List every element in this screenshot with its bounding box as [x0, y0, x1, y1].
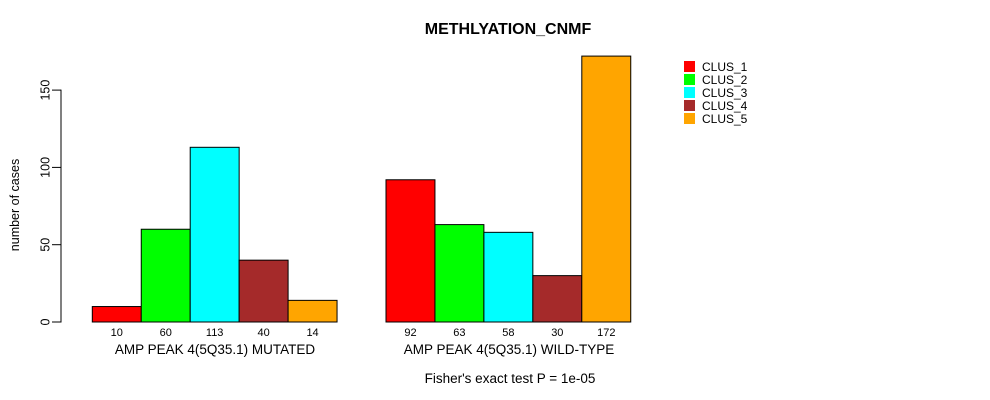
bar-clus_4-group1: [238, 259, 289, 323]
legend-label: CLUS_2: [702, 72, 748, 87]
y-axis-tick-label: 50: [38, 238, 52, 252]
legend-label: CLUS_1: [702, 59, 748, 74]
legend-item-clus_3: CLUS_3: [684, 85, 748, 100]
bar-value-label: 14: [306, 327, 318, 339]
group-label-wild-type: AMP PEAK 4(5Q35.1) WILD-TYPE: [403, 342, 615, 357]
bar-value-label: 172: [597, 327, 615, 339]
legend: CLUS_1 CLUS_2 CLUS_3 CLUS_4 CLUS_5: [684, 59, 748, 126]
bar-value-label: 40: [258, 327, 270, 339]
bar-value-label: 60: [160, 327, 172, 339]
bar-clus_3-group1: [189, 146, 240, 323]
legend-swatch: [684, 61, 695, 72]
bar-clus_5-group2: [581, 55, 632, 323]
fisher-test-note: Fisher's exact test P = 1e-05: [424, 371, 596, 386]
group-label-mutated: AMP PEAK 4(5Q35.1) MUTATED: [114, 342, 316, 357]
legend-item-clus_1: CLUS_1: [684, 59, 748, 74]
bar-clus_5-group1: [287, 299, 338, 323]
legend-label: CLUS_4: [702, 98, 748, 113]
bar-clus_3-group2: [483, 231, 534, 323]
bar-clus_1-group1: [91, 306, 142, 323]
legend-label: CLUS_3: [702, 85, 748, 100]
y-axis-tick-label: 150: [38, 80, 52, 101]
bar-value-label: 63: [453, 327, 465, 339]
bar-clus_4-group2: [532, 275, 583, 323]
y-axis-tick-label: 0: [38, 318, 52, 325]
bar-value-label: 58: [502, 327, 514, 339]
bar-value-label: 113: [206, 327, 224, 339]
legend-item-clus_2: CLUS_2: [684, 72, 748, 87]
legend-swatch: [684, 100, 695, 111]
legend-swatch: [684, 74, 695, 85]
y-axis-tick-label: 100: [38, 157, 52, 178]
bar-clus_2-group1: [140, 228, 191, 323]
legend-swatch: [684, 113, 695, 124]
legend-label: CLUS_5: [702, 111, 748, 126]
bar-value-label: 92: [404, 327, 416, 339]
legend-swatch: [684, 87, 695, 98]
bar-clus_1-group2: [385, 179, 436, 323]
chart-title: METHLYATION_CNMF: [424, 21, 592, 38]
bar-value-label: 30: [551, 327, 563, 339]
bar-value-label: 10: [111, 327, 123, 339]
legend-item-clus_4: CLUS_4: [684, 98, 748, 113]
bar-clus_2-group2: [434, 224, 485, 323]
legend-item-clus_5: CLUS_5: [684, 111, 748, 126]
